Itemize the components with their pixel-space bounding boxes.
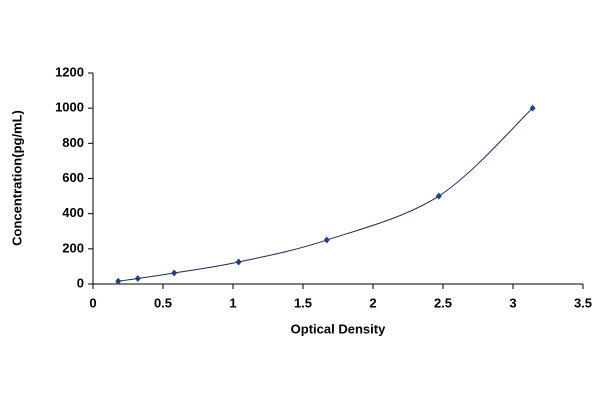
x-tick-label: 3.5 (574, 295, 592, 310)
data-point (529, 104, 536, 112)
x-tick-label: 0.5 (154, 295, 172, 310)
x-tick-label: 1.5 (294, 295, 312, 310)
data-point (171, 269, 178, 277)
y-tick-label: 800 (62, 135, 84, 150)
data-point (235, 258, 242, 266)
y-tick-label: 400 (62, 205, 84, 220)
data-point (323, 236, 330, 244)
y-tick-label: 600 (62, 170, 84, 185)
x-tick-label: 2 (369, 295, 376, 310)
x-tick-label: 2.5 (434, 295, 452, 310)
x-axis-title: Optical Density (291, 321, 386, 336)
x-tick-label: 1 (229, 295, 236, 310)
data-point (435, 192, 442, 200)
data-point (115, 277, 122, 285)
y-tick-label: 1200 (55, 64, 84, 79)
fit-curve (118, 107, 533, 282)
y-tick-label: 1000 (55, 100, 84, 115)
y-tick-label: 200 (62, 240, 84, 255)
y-axis-title: Concentration(pg/mL) (9, 110, 24, 246)
data-point (134, 275, 141, 283)
y-tick-label: 0 (77, 275, 84, 290)
x-tick-label: 0 (89, 295, 96, 310)
x-tick-label: 3 (509, 295, 516, 310)
